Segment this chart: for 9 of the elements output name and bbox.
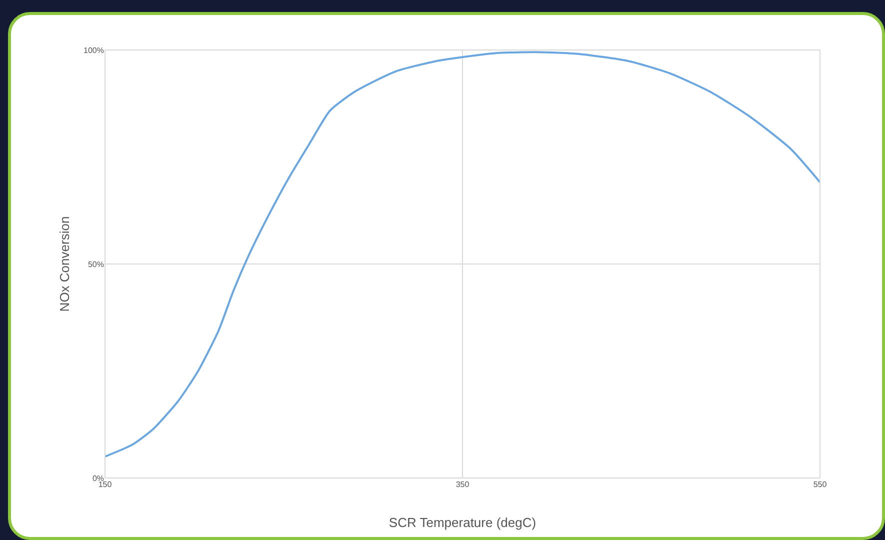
y-axis-title: NOx Conversion xyxy=(57,216,72,312)
y-tick-label: 50% xyxy=(88,260,104,269)
x-axis-title: SCR Temperature (degC) xyxy=(388,515,536,530)
y-tick-label: 100% xyxy=(84,46,104,55)
line-series xyxy=(105,51,820,458)
x-tick-label: 350 xyxy=(456,480,470,489)
x-tick-label: 550 xyxy=(813,480,828,489)
y-tick-label: 0% xyxy=(92,474,104,483)
x-tick-label: 150 xyxy=(98,480,112,489)
